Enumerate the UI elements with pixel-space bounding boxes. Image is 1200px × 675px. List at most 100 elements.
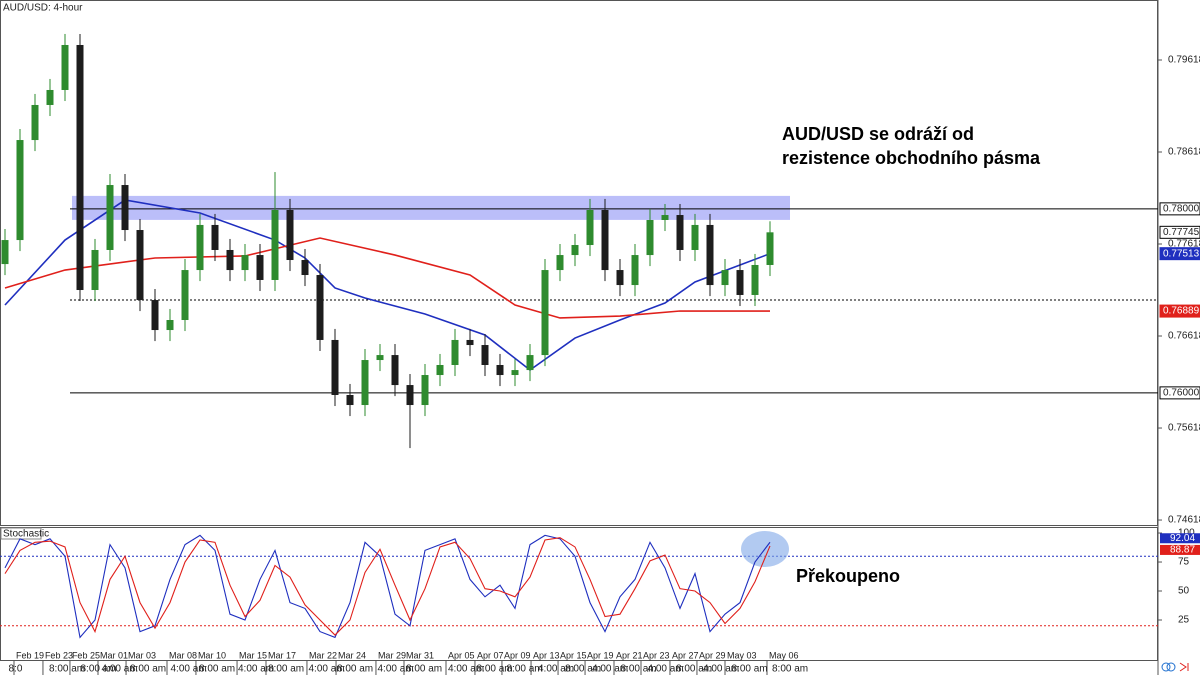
x-time-label: 8:00 am — [49, 664, 85, 675]
x-time-label: 8:00 am — [676, 664, 712, 675]
annotation: AUD/USD se odráží od — [782, 124, 974, 144]
x-time-label: 8:0 — [8, 664, 22, 675]
value-tag-box — [1160, 533, 1200, 544]
price-tag-box — [1159, 202, 1200, 216]
price-tag-box — [1159, 304, 1200, 318]
x-tick-label: Apr 15 — [560, 650, 587, 660]
candle-body — [166, 320, 174, 331]
candle-body — [586, 209, 594, 246]
x-tick-label: May 06 — [769, 650, 799, 660]
price-tag-box — [1159, 247, 1200, 261]
value-tag: 88.87 — [1170, 545, 1195, 556]
candle-body — [376, 355, 384, 361]
value-tag: 92.04 — [1170, 533, 1195, 544]
y-tick-label: 50 — [1178, 586, 1190, 597]
price-tag-box — [1159, 386, 1200, 400]
candle-body — [391, 355, 399, 386]
x-tick-label: Apr 05 — [448, 650, 475, 660]
candle-body — [616, 270, 624, 286]
x-time-label: 8:00 am — [130, 664, 166, 675]
candle-body — [121, 185, 129, 231]
stoch-line — [4, 537, 771, 636]
candle-body — [481, 345, 489, 365]
candle-body — [526, 355, 534, 371]
x-time-label: 8:00 am — [620, 664, 656, 675]
candle-body — [406, 385, 414, 406]
candle-body — [541, 270, 549, 356]
x-tick-label: Mar 17 — [268, 650, 296, 660]
price-tag: 0.76889 — [1163, 306, 1200, 317]
resistance-zone — [72, 195, 790, 220]
candle-body — [31, 104, 39, 141]
candle-body — [241, 255, 249, 271]
candle-body — [136, 230, 144, 301]
candle-body — [286, 209, 294, 261]
candle-body — [271, 209, 279, 280]
annotation: Překoupeno — [796, 566, 900, 586]
price-tag: 0.78000 — [1163, 203, 1200, 214]
x-time-label: 8:00 am — [199, 664, 235, 675]
candle-body — [496, 364, 504, 376]
x-time-label: 4:00 am — [308, 664, 344, 675]
x-time-label: 8:00 am — [406, 664, 442, 675]
price-tag: 0.76000 — [1163, 388, 1200, 399]
x-tick-label: Apr 13 — [533, 650, 560, 660]
x-time-label: 4:00 am — [101, 664, 137, 675]
candle-body — [196, 224, 204, 271]
x-tick-label: Feb 25 — [72, 650, 100, 660]
x-time-label: 8:00 am — [337, 664, 373, 675]
y-tick-label: 100 — [1178, 528, 1195, 539]
x-tick-label: Apr 27 — [672, 650, 699, 660]
moving-average — [4, 199, 771, 372]
candle-body — [61, 44, 69, 90]
candle-body — [751, 264, 759, 295]
x-tick-label: Mar 03 — [128, 650, 156, 660]
x-tick-label: Mar 01 — [100, 650, 128, 660]
x-tick-label: Mar 15 — [239, 650, 267, 660]
candle-body — [316, 275, 324, 340]
candle-body — [181, 270, 189, 321]
x-tick-label: Mar 22 — [309, 650, 337, 660]
x-tick-label: Mar 10 — [198, 650, 226, 660]
y-tick-label: 0.78618 — [1168, 147, 1200, 158]
candle-body — [571, 245, 579, 256]
candle-body — [331, 339, 339, 395]
chart-title: Stochastic — [3, 529, 49, 540]
x-tick-label: Mar 31 — [406, 650, 434, 660]
x-tick-label: Apr 21 — [616, 650, 643, 660]
candle-body — [736, 270, 744, 295]
y-tick-label: 75 — [1178, 557, 1190, 568]
x-tick-label: Apr 07 — [477, 650, 504, 660]
candle-body — [106, 185, 114, 250]
candle-body — [1, 240, 9, 265]
candle-body — [661, 215, 669, 220]
candle-body — [676, 215, 684, 250]
x-time-label: 4:00 am — [238, 664, 274, 675]
y-tick-label: 0.76618 — [1168, 331, 1200, 342]
x-tick-label: Feb 19 — [16, 650, 44, 660]
stoch-panel — [0, 527, 1158, 661]
x-tick-label: Mar 24 — [338, 650, 366, 660]
x-time-label: 8:00 am — [565, 664, 601, 675]
candle-body — [361, 360, 369, 406]
x-tick-label: Mar 29 — [378, 650, 406, 660]
x-tick-label: Apr 29 — [699, 650, 726, 660]
x-time-label: 4:00 am — [703, 664, 739, 675]
x-tick-label: Mar 08 — [169, 650, 197, 660]
candle-body — [646, 219, 654, 256]
candle-body — [691, 224, 699, 250]
candle-body — [436, 364, 444, 376]
x-tick-label: Apr 23 — [643, 650, 670, 660]
chart-title: AUD/USD: 4-hour — [3, 3, 83, 14]
annotation: rezistence obchodního pásma — [782, 148, 1041, 168]
candle-body — [721, 270, 729, 286]
candle-body — [421, 375, 429, 406]
x-time-label: 4:00 am — [448, 664, 484, 675]
candle-body — [511, 370, 519, 376]
icon — [1179, 662, 1189, 672]
y-tick-label: 0.79618 — [1168, 55, 1200, 66]
candle-body — [226, 249, 234, 271]
x-time-label: 8:00 am — [506, 664, 542, 675]
